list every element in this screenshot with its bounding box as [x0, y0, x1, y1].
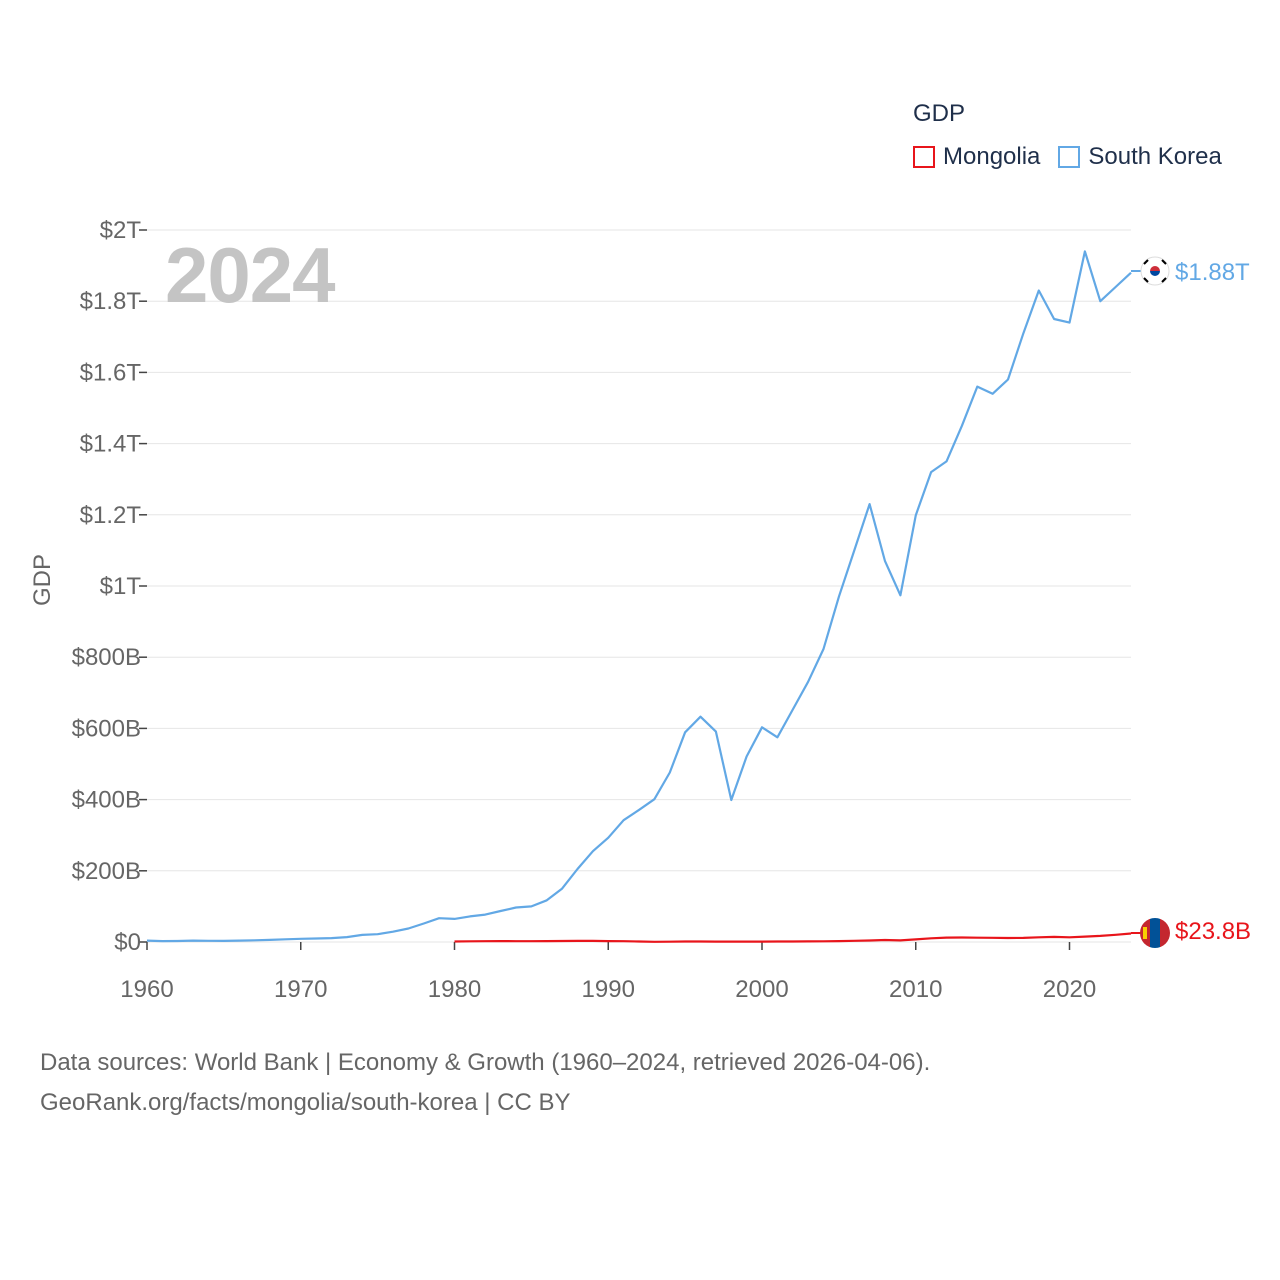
y-axis-label: GDP [29, 554, 56, 606]
x-tick-label: 1960 [120, 976, 173, 1003]
south-korea-end-label: $1.88T [1175, 259, 1250, 286]
y-tick-label: $600B [72, 715, 141, 742]
legend-item-mongolia[interactable]: Mongolia [913, 143, 1040, 171]
x-tick-label: 2000 [735, 976, 788, 1003]
x-tick-label: 1990 [582, 976, 635, 1003]
y-tick-label: $800B [72, 644, 141, 671]
mongolia-flag-icon [1140, 918, 1170, 948]
y-tick-label: $1.8T [80, 288, 142, 315]
series-line-south-korea [146, 250, 1132, 943]
legend-label-south-korea: South Korea [1088, 143, 1222, 170]
y-tick-label: $1.4T [80, 431, 142, 458]
mongolia-end-marker: $23.8B [1131, 918, 1251, 948]
legend-label-mongolia: Mongolia [943, 143, 1041, 170]
footer-sources: Data sources: World Bank | Economy & Gro… [40, 1049, 931, 1076]
south-korea-end-marker: $1.88T [1131, 256, 1250, 286]
x-tick-label: 2020 [1043, 976, 1096, 1003]
series-lines [146, 250, 1132, 943]
legend-swatch-mongolia [913, 146, 935, 168]
footer-attribution[interactable]: GeoRank.org/facts/mongolia/south-korea |… [40, 1089, 571, 1116]
footer: Data sources: World Bank | Economy & Gro… [40, 1043, 930, 1123]
y-tick-label: $1.2T [80, 502, 142, 529]
x-tick-label: 1980 [428, 976, 481, 1003]
legend-swatch-south-korea [1058, 146, 1081, 168]
year-display: 2024 [165, 231, 336, 319]
x-axis-ticks: 1960 1970 1980 1990 2000 2010 2020 [120, 942, 1096, 1003]
x-tick-label: 1970 [274, 976, 327, 1003]
legend-title: GDP [913, 100, 966, 127]
x-tick-label: 2010 [889, 976, 942, 1003]
y-tick-label: $0 [114, 929, 141, 956]
mongolia-end-label: $23.8B [1175, 918, 1251, 945]
y-tick-label: $1T [100, 573, 142, 600]
legend-item-south-korea[interactable]: South Korea [1058, 143, 1222, 171]
y-axis-ticks: $0 $200B $400B $600B $800B $1T $1.2T $1.4T $1.6T… [72, 217, 147, 956]
y-tick-label: $400B [72, 787, 141, 814]
south-korea-flag-icon [1140, 256, 1170, 286]
y-tick-label: $1.6T [80, 359, 142, 386]
y-tick-label: $200B [72, 858, 141, 885]
y-tick-label: $2T [100, 217, 142, 244]
series-line-mongolia [454, 932, 1132, 943]
legend: Mongolia South Korea [913, 143, 1240, 171]
gridlines [147, 229, 1131, 943]
